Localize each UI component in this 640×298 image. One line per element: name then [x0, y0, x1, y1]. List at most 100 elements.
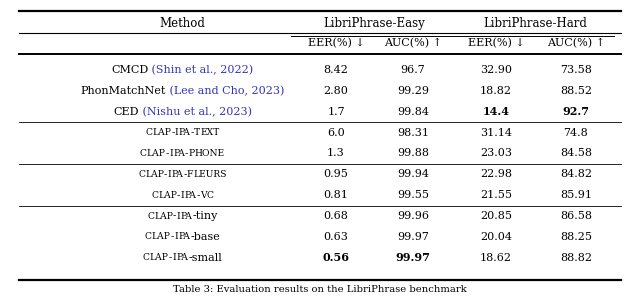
Text: 0.63: 0.63 — [324, 232, 348, 242]
Text: PA: PA — [178, 232, 190, 241]
Text: P: P — [189, 149, 195, 158]
Text: I: I — [173, 253, 176, 262]
Text: 98.31: 98.31 — [397, 128, 429, 138]
Text: I: I — [175, 128, 179, 137]
Text: 88.82: 88.82 — [560, 253, 592, 263]
Text: 2.80: 2.80 — [324, 86, 348, 96]
Text: 84.82: 84.82 — [560, 169, 592, 179]
Text: 96.7: 96.7 — [401, 65, 425, 75]
Text: -: - — [166, 149, 169, 158]
Text: -: - — [183, 170, 186, 179]
Text: 23.03: 23.03 — [480, 148, 512, 159]
Text: PA: PA — [180, 212, 192, 221]
Text: 0.56: 0.56 — [323, 252, 349, 263]
Text: 1.7: 1.7 — [327, 107, 345, 117]
Text: -tiny: -tiny — [192, 211, 218, 221]
Text: 8.42: 8.42 — [324, 65, 348, 75]
Text: 0.68: 0.68 — [324, 211, 348, 221]
Text: C: C — [151, 191, 158, 200]
Text: I: I — [175, 232, 178, 241]
Text: LAP: LAP — [145, 170, 164, 179]
Text: -: - — [171, 128, 175, 137]
Text: 20.85: 20.85 — [480, 211, 512, 221]
Text: 0.95: 0.95 — [324, 169, 348, 179]
Text: 99.94: 99.94 — [397, 169, 429, 179]
Text: Table 3: Evaluation results on the LibriPhrase benchmark: Table 3: Evaluation results on the Libri… — [173, 285, 467, 294]
Text: -: - — [171, 232, 174, 241]
Text: F: F — [187, 170, 193, 179]
Text: 86.58: 86.58 — [560, 211, 592, 221]
Text: -small: -small — [188, 253, 222, 263]
Text: LEURS: LEURS — [193, 170, 227, 179]
Text: AUC(%) ↑: AUC(%) ↑ — [547, 38, 605, 48]
Text: T: T — [194, 128, 200, 137]
Text: 99.88: 99.88 — [397, 148, 429, 159]
Text: -: - — [177, 191, 180, 200]
Text: 32.90: 32.90 — [480, 65, 512, 75]
Text: 22.98: 22.98 — [480, 169, 512, 179]
Text: LAP: LAP — [152, 232, 171, 241]
Text: (Lee and Cho, 2023): (Lee and Cho, 2023) — [166, 86, 284, 96]
Text: 84.58: 84.58 — [560, 148, 592, 159]
Text: LAP: LAP — [150, 253, 169, 262]
Text: C: C — [145, 232, 152, 241]
Text: HONE: HONE — [195, 149, 225, 158]
Text: 21.55: 21.55 — [480, 190, 512, 200]
Text: LAP: LAP — [158, 191, 177, 200]
Text: LibriPhrase-Easy: LibriPhrase-Easy — [324, 17, 425, 30]
Text: 31.14: 31.14 — [480, 128, 512, 138]
Text: 99.29: 99.29 — [397, 86, 429, 96]
Text: 99.55: 99.55 — [397, 190, 429, 200]
Text: Method: Method — [159, 17, 205, 30]
Text: -: - — [185, 149, 188, 158]
Text: EXT: EXT — [200, 128, 220, 137]
Text: -: - — [164, 170, 167, 179]
Text: 88.25: 88.25 — [560, 232, 592, 242]
Text: PA: PA — [184, 191, 196, 200]
Text: -: - — [169, 253, 172, 262]
Text: 14.4: 14.4 — [483, 106, 509, 117]
Text: PA: PA — [179, 128, 191, 137]
Text: AUC(%) ↑: AUC(%) ↑ — [384, 38, 442, 48]
Text: C: C — [140, 149, 147, 158]
Text: C: C — [145, 128, 152, 137]
Text: 18.62: 18.62 — [480, 253, 512, 263]
Text: LAP: LAP — [152, 128, 171, 137]
Text: 6.0: 6.0 — [327, 128, 345, 138]
Text: PA: PA — [176, 253, 188, 262]
Text: 0.81: 0.81 — [324, 190, 348, 200]
Text: 92.7: 92.7 — [563, 106, 589, 117]
Text: -base: -base — [190, 232, 220, 242]
Text: V: V — [200, 191, 207, 200]
Text: PhonMatchNet: PhonMatchNet — [81, 86, 166, 96]
Text: C: C — [147, 212, 154, 221]
Text: CED: CED — [113, 107, 139, 117]
Text: 99.97: 99.97 — [397, 232, 429, 242]
Text: (Shin et al., 2022): (Shin et al., 2022) — [148, 65, 253, 75]
Text: PA: PA — [173, 149, 185, 158]
Text: EER(%) ↓: EER(%) ↓ — [468, 38, 524, 48]
Text: 85.91: 85.91 — [560, 190, 592, 200]
Text: C: C — [143, 253, 150, 262]
Text: PA: PA — [172, 170, 183, 179]
Text: I: I — [180, 191, 184, 200]
Text: CMCD: CMCD — [111, 65, 148, 75]
Text: (Nishu et al., 2023): (Nishu et al., 2023) — [139, 107, 252, 117]
Text: LAP: LAP — [154, 212, 173, 221]
Text: I: I — [177, 212, 180, 221]
Text: C: C — [138, 170, 145, 179]
Text: 99.96: 99.96 — [397, 211, 429, 221]
Text: -: - — [196, 191, 200, 200]
Text: 18.82: 18.82 — [480, 86, 512, 96]
Text: 20.04: 20.04 — [480, 232, 512, 242]
Text: -: - — [191, 128, 194, 137]
Text: 88.52: 88.52 — [560, 86, 592, 96]
Text: 74.8: 74.8 — [564, 128, 588, 138]
Text: LibriPhrase-Hard: LibriPhrase-Hard — [484, 17, 588, 30]
Text: 99.84: 99.84 — [397, 107, 429, 117]
Text: C: C — [207, 191, 214, 200]
Text: EER(%) ↓: EER(%) ↓ — [308, 38, 364, 48]
Text: I: I — [168, 170, 172, 179]
Text: LAP: LAP — [147, 149, 166, 158]
Text: 73.58: 73.58 — [560, 65, 592, 75]
